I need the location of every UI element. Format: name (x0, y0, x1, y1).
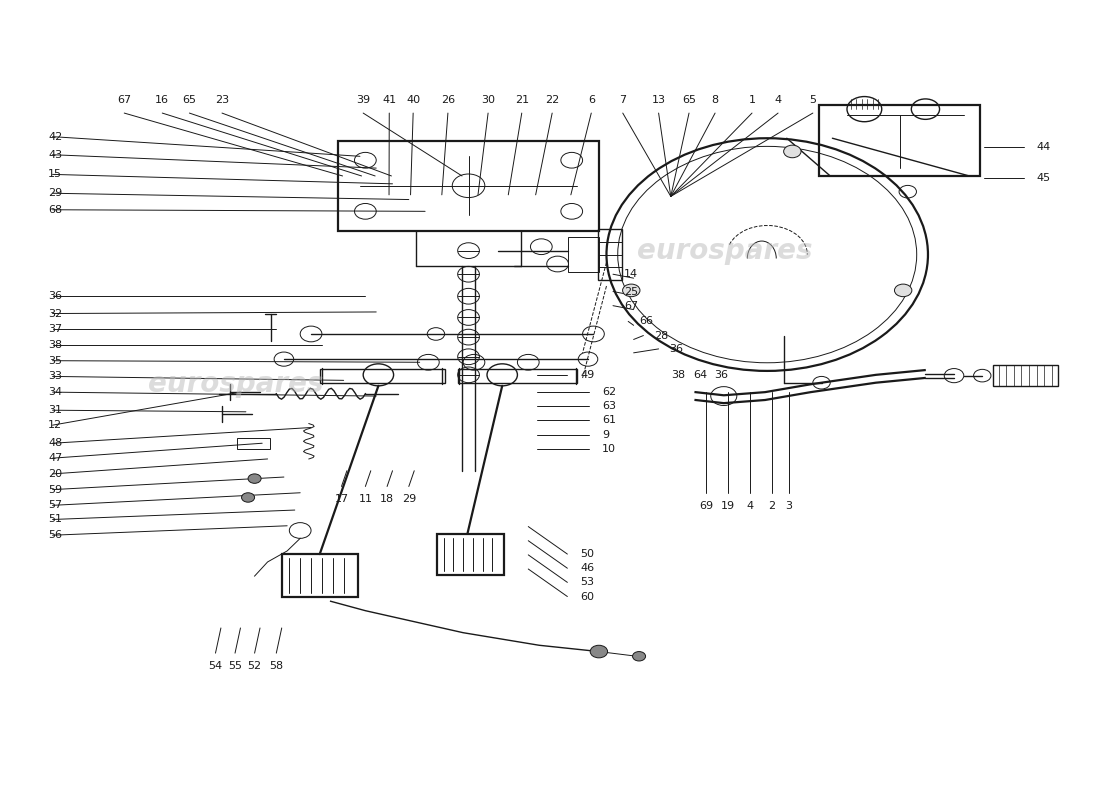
Text: 33: 33 (48, 371, 63, 382)
Text: 53: 53 (581, 578, 594, 587)
Text: 30: 30 (481, 95, 495, 106)
Circle shape (623, 284, 640, 297)
Text: 6: 6 (587, 95, 595, 106)
Text: 39: 39 (356, 95, 371, 106)
Text: 34: 34 (48, 387, 63, 397)
Text: 3: 3 (785, 501, 792, 510)
Text: 38: 38 (671, 370, 685, 380)
Text: 51: 51 (48, 514, 63, 525)
Text: 55: 55 (228, 661, 242, 671)
Text: 45: 45 (1036, 174, 1050, 183)
Circle shape (242, 493, 254, 502)
Bar (238, 438, 270, 449)
Bar (320, 369, 444, 382)
Text: 5: 5 (810, 95, 816, 106)
Text: 67: 67 (624, 301, 638, 310)
Text: 47: 47 (48, 453, 63, 463)
Text: 7: 7 (619, 95, 626, 106)
Text: 36: 36 (670, 344, 683, 354)
Text: 29: 29 (48, 188, 63, 198)
Text: 63: 63 (602, 402, 616, 411)
Text: 15: 15 (48, 170, 63, 179)
Text: 48: 48 (48, 438, 63, 448)
Bar (569, 238, 598, 272)
Circle shape (591, 646, 607, 658)
Text: 28: 28 (654, 330, 669, 341)
Text: 4: 4 (774, 95, 782, 106)
Text: 26: 26 (441, 95, 455, 106)
Text: 19: 19 (722, 501, 735, 510)
Circle shape (783, 145, 801, 158)
Text: 43: 43 (48, 150, 63, 160)
Text: 69: 69 (700, 501, 714, 510)
Text: 31: 31 (48, 406, 63, 415)
Text: 17: 17 (334, 494, 349, 504)
Bar (820, 106, 980, 176)
Text: 9: 9 (602, 430, 609, 439)
Bar (993, 366, 1058, 386)
Text: 36: 36 (715, 370, 728, 380)
Text: 16: 16 (155, 95, 169, 106)
Text: 46: 46 (581, 563, 594, 574)
Text: 32: 32 (48, 309, 63, 318)
Text: 56: 56 (48, 530, 63, 540)
Text: 61: 61 (602, 415, 616, 426)
Text: 50: 50 (581, 549, 594, 559)
Text: 62: 62 (602, 387, 616, 397)
Bar (282, 554, 358, 598)
Text: 23: 23 (214, 95, 229, 106)
Text: 2: 2 (768, 501, 776, 510)
Bar (597, 230, 622, 280)
Bar (338, 141, 598, 231)
Text: 57: 57 (48, 500, 63, 510)
Text: 60: 60 (581, 591, 594, 602)
Text: 67: 67 (118, 95, 131, 106)
Bar (458, 369, 578, 382)
Text: 66: 66 (639, 316, 653, 326)
Text: 4: 4 (746, 501, 754, 510)
Text: 54: 54 (208, 661, 222, 671)
Text: 8: 8 (712, 95, 718, 106)
Text: 38: 38 (48, 340, 63, 350)
Text: 42: 42 (48, 132, 63, 142)
Text: 36: 36 (48, 291, 63, 302)
Text: 59: 59 (48, 485, 63, 494)
Text: 44: 44 (1036, 142, 1050, 152)
Circle shape (632, 651, 646, 661)
Text: 49: 49 (581, 370, 595, 380)
Text: 40: 40 (406, 95, 420, 106)
Text: 11: 11 (359, 494, 373, 504)
Text: 41: 41 (382, 95, 396, 106)
Text: 18: 18 (379, 494, 394, 504)
Text: 12: 12 (48, 420, 63, 430)
Text: 22: 22 (544, 95, 559, 106)
Circle shape (249, 474, 261, 483)
Text: 64: 64 (693, 370, 707, 380)
Text: 20: 20 (48, 469, 63, 479)
Circle shape (894, 284, 912, 297)
Text: 68: 68 (48, 205, 63, 214)
Text: 14: 14 (624, 270, 638, 279)
Text: 35: 35 (48, 356, 63, 366)
Text: 21: 21 (515, 95, 529, 106)
Text: 29: 29 (402, 494, 416, 504)
Text: eurospares: eurospares (148, 370, 323, 398)
Bar (437, 534, 505, 574)
Text: 65: 65 (682, 95, 696, 106)
Text: eurospares: eurospares (637, 237, 813, 265)
Text: 13: 13 (651, 95, 666, 106)
Text: 25: 25 (624, 286, 638, 297)
Text: 10: 10 (602, 444, 616, 454)
Text: 37: 37 (48, 324, 63, 334)
Text: 58: 58 (270, 661, 284, 671)
Text: 52: 52 (248, 661, 262, 671)
Text: 65: 65 (183, 95, 197, 106)
Text: 1: 1 (748, 95, 756, 106)
